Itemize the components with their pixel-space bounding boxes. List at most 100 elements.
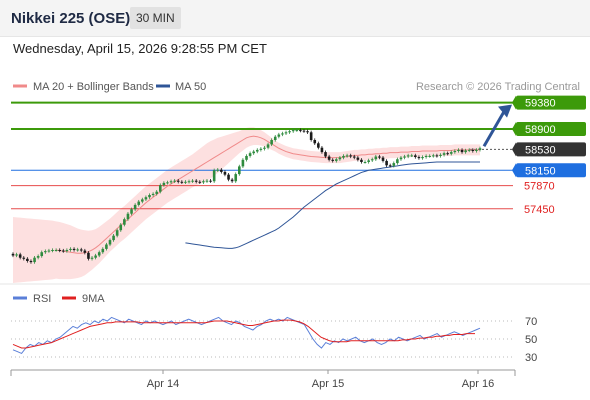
- candle-body: [112, 235, 115, 241]
- candle-body: [119, 224, 123, 231]
- timeframe-badge[interactable]: 30 MIN: [130, 7, 181, 29]
- candle-body: [101, 248, 105, 253]
- candle-body: [220, 169, 223, 172]
- candle-body: [65, 250, 69, 252]
- rsi-tick-30: 30: [525, 352, 537, 364]
- candle-body: [248, 153, 252, 156]
- candle-body: [94, 255, 97, 258]
- candle-body: [144, 197, 148, 200]
- candle-body: [18, 254, 22, 258]
- candle-body: [306, 131, 309, 133]
- candle-body: [198, 181, 202, 183]
- candle-body: [241, 159, 245, 167]
- bollinger-band: [13, 127, 480, 283]
- candle-body: [151, 193, 155, 195]
- candle-body: [363, 162, 367, 163]
- level-label-58150: 58150: [525, 165, 556, 177]
- candle-body: [245, 155, 248, 160]
- candle-body: [327, 156, 331, 160]
- level-label-58900: 58900: [525, 124, 556, 136]
- candle-body: [58, 250, 61, 251]
- candle-body: [234, 174, 238, 182]
- candle-body: [33, 257, 36, 263]
- candle-body: [123, 219, 126, 225]
- candle-body: [155, 191, 158, 194]
- candle-body: [130, 209, 133, 214]
- candle-body: [29, 261, 33, 263]
- chart-header: Nikkei 225 (OSE) 30 MIN: [0, 0, 590, 37]
- ma20-line: [56, 135, 480, 254]
- candle-body: [378, 156, 381, 158]
- candle-body: [335, 159, 338, 161]
- candle-body: [338, 157, 342, 160]
- candle-body: [44, 251, 47, 253]
- instrument-title: Nikkei 225 (OSE): [11, 10, 131, 27]
- candle-body: [22, 257, 26, 259]
- level-tag-pointer: [512, 142, 516, 157]
- rsi-legend-label: RSI: [33, 293, 51, 305]
- candle-body: [446, 153, 449, 155]
- candle-body: [403, 156, 406, 158]
- candle-body: [410, 155, 414, 157]
- candle-body: [457, 149, 460, 151]
- candle-body: [356, 157, 360, 160]
- candle-body: [453, 151, 457, 153]
- candle-body: [374, 156, 378, 160]
- ma50-line: [185, 161, 480, 249]
- candle-body: [148, 195, 151, 198]
- candle-body: [223, 171, 227, 175]
- candle-body: [471, 149, 475, 151]
- level-tag-pointer: [512, 163, 516, 178]
- candle-body: [406, 155, 410, 157]
- candle-body: [360, 159, 363, 162]
- level-tag-pointer: [512, 122, 516, 136]
- candle-body: [313, 140, 317, 144]
- candle-body: [349, 155, 352, 157]
- candle-body: [176, 180, 180, 182]
- candle-body: [320, 147, 324, 153]
- candle-body: [216, 169, 220, 171]
- candle-body: [212, 170, 216, 182]
- candle-body: [79, 249, 83, 251]
- candle-body: [72, 248, 76, 250]
- rsi-tick-70: 70: [525, 316, 537, 328]
- candle-body: [133, 204, 137, 210]
- rsi-ma-legend-label: 9MA: [82, 293, 105, 305]
- candle-body: [90, 257, 94, 259]
- candle-body: [299, 130, 302, 132]
- level-tag-58900: [516, 122, 586, 136]
- candle-body: [464, 150, 467, 153]
- candle-body: [295, 130, 299, 132]
- candle-body: [396, 159, 399, 164]
- level-tag-58530: [516, 142, 586, 157]
- candle-body: [270, 140, 273, 145]
- level-label-57450: 57450: [524, 204, 555, 216]
- candle-body: [191, 180, 194, 182]
- level-tag-pointer: [512, 95, 516, 110]
- candle-body: [76, 249, 79, 251]
- candle-body: [367, 160, 370, 162]
- candle-body: [302, 130, 306, 132]
- candle-body: [40, 252, 44, 257]
- level-tag-58150: [516, 163, 586, 178]
- candle-body: [439, 154, 442, 156]
- candle-body: [169, 181, 173, 183]
- candle-body: [209, 180, 212, 182]
- candle-body: [388, 165, 392, 167]
- candle-body: [392, 163, 396, 166]
- candle-body: [166, 182, 169, 184]
- x-tick-label-apr-15: Apr 15: [312, 378, 344, 390]
- candle-body: [141, 199, 144, 202]
- candle-body: [266, 144, 270, 148]
- candle-body: [399, 157, 403, 160]
- x-tick-label-apr-16: Apr 16: [462, 378, 494, 390]
- rsi-tick-50: 50: [525, 334, 537, 346]
- candle-body: [26, 258, 29, 261]
- candle-body: [385, 160, 388, 166]
- credit-text: Research © 2026 Trading Central: [416, 81, 580, 93]
- candles: [11, 128, 482, 264]
- rsi-line: [12, 316, 481, 355]
- candle-body: [205, 180, 209, 182]
- candle-body: [291, 130, 295, 132]
